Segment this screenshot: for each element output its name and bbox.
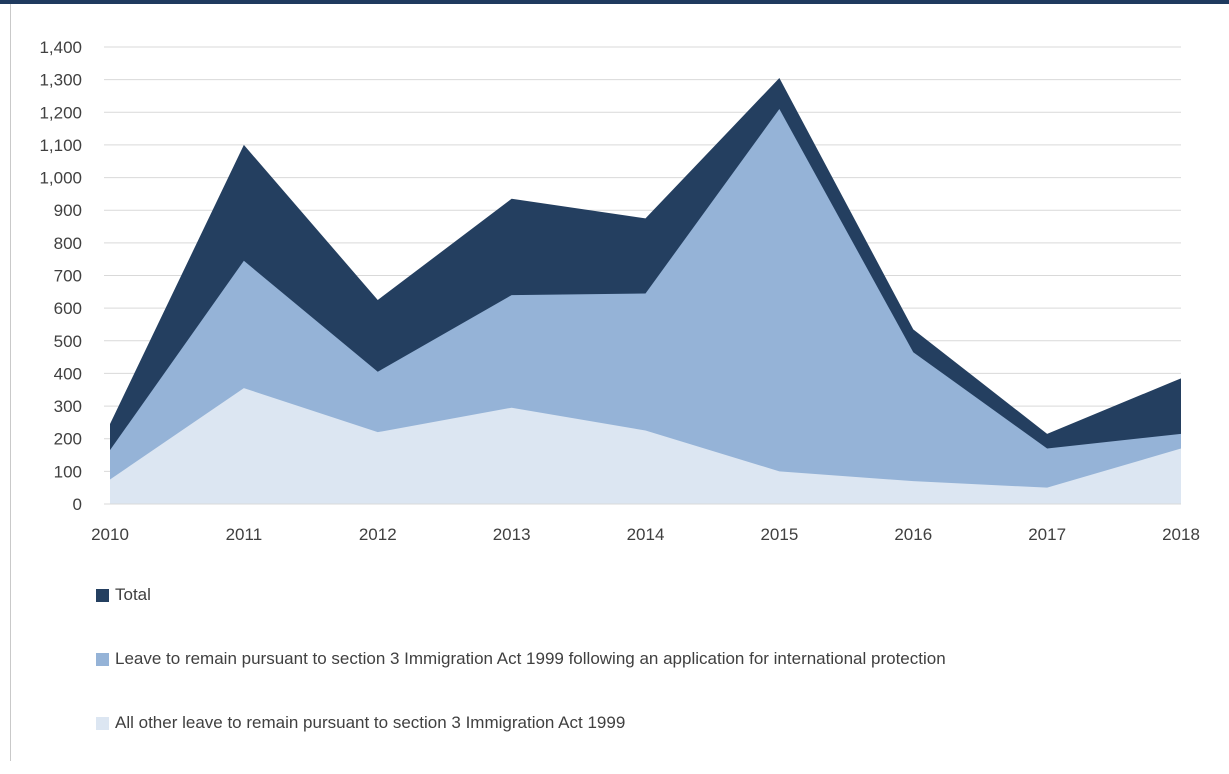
y-axis-tick-labels: 0 100 200 300 400 500 600 700 800 900 1,000 1,100 1,… — [39, 38, 82, 514]
x-tick-label: 2016 — [894, 525, 932, 544]
x-tick-label: 2011 — [226, 525, 263, 544]
x-tick-label: 2010 — [91, 525, 129, 544]
x-axis-tick-labels: 2010 2011 2012 2013 2014 2015 2016 2017 2018 — [91, 525, 1200, 544]
area-all-other — [110, 388, 1181, 504]
y-tick-label: 700 — [54, 267, 82, 286]
y-tick-label: 500 — [54, 332, 82, 351]
top-border-bar — [0, 0, 1229, 4]
y-tick-label: 800 — [54, 234, 82, 253]
y-tick-label: 300 — [54, 397, 82, 416]
y-tick-label: 1,300 — [39, 71, 82, 90]
legend-label-international-protection: Leave to remain pursuant to section 3 Im… — [115, 649, 946, 668]
y-tick-label: 1,400 — [39, 38, 82, 57]
y-tick-label: 900 — [54, 201, 82, 220]
y-tick-label: 0 — [73, 495, 82, 514]
y-tick-label: 100 — [54, 462, 82, 481]
y-tick-label: 1,000 — [39, 169, 82, 188]
area-international-protection — [110, 109, 1181, 505]
y-tick-label: 600 — [54, 299, 82, 318]
y-tick-label: 1,200 — [39, 103, 82, 122]
y-tick-label: 1,100 — [39, 136, 82, 155]
x-tick-label: 2014 — [627, 525, 665, 544]
x-tick-label: 2017 — [1028, 525, 1066, 544]
area-series — [110, 78, 1181, 505]
legend-item-all-other: All other leave to remain pursuant to se… — [96, 710, 1216, 736]
x-tick-label: 2018 — [1162, 525, 1200, 544]
legend-item-total: Total — [96, 582, 1216, 608]
chart-frame — [10, 4, 1229, 761]
legend-swatch-international-protection — [96, 652, 109, 666]
y-tick-label: 400 — [54, 364, 82, 383]
legend-label-all-other: All other leave to remain pursuant to se… — [115, 713, 626, 732]
legend: Total Leave to remain pursuant to sectio… — [96, 582, 1216, 774]
x-tick-label: 2012 — [359, 525, 397, 544]
legend-item-international-protection: Leave to remain pursuant to section 3 Im… — [96, 646, 1216, 672]
legend-swatch-all-other — [96, 716, 109, 730]
x-tick-label: 2015 — [760, 525, 798, 544]
legend-swatch-total — [96, 588, 109, 602]
area-chart: 0 100 200 300 400 500 600 700 800 900 1,000 1,100 1,… — [39, 38, 1200, 544]
y-tick-label: 200 — [54, 430, 82, 449]
legend-label-total: Total — [115, 585, 151, 604]
x-tick-label: 2013 — [493, 525, 531, 544]
